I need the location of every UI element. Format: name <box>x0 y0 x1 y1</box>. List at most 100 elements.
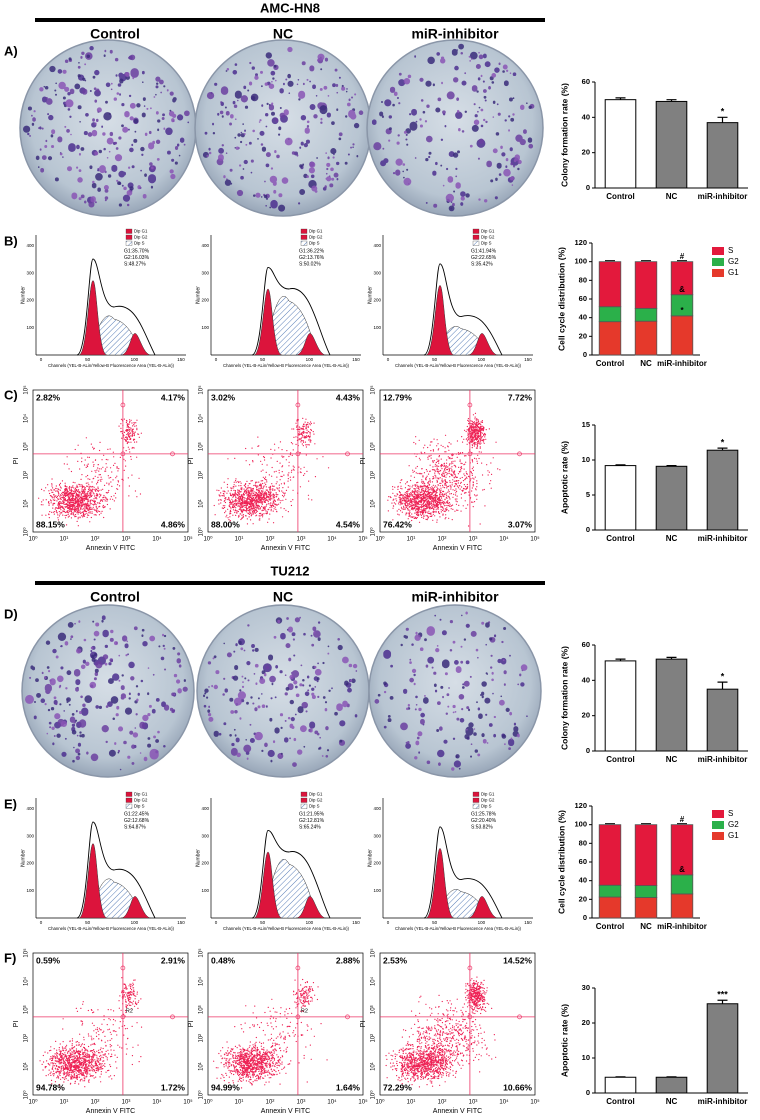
cycle-stat: G1:22.45% <box>124 811 150 817</box>
hist-tick-label: 100 <box>373 325 381 330</box>
x-tick-label: 10⁰ <box>375 1099 385 1106</box>
quadrant-percent: 76.42% <box>383 519 412 529</box>
y-tick-label: 100 <box>574 257 587 266</box>
hist-tick-label: 200 <box>26 861 34 866</box>
y-tick-label: 20 <box>582 711 590 720</box>
y-tick-label: 10³ <box>371 442 377 451</box>
bar-segment <box>670 261 694 296</box>
hist-legend-swatch <box>472 234 480 240</box>
y-tick-label: 60 <box>582 640 590 649</box>
bar <box>706 449 739 531</box>
y-tick-label: 10³ <box>199 1005 205 1014</box>
quadrant-percent: 1.72% <box>161 1082 186 1092</box>
cycle-stat: G2:22.65% <box>471 255 497 261</box>
y-tick-label: 0 <box>586 183 590 192</box>
x-tick-label: 10⁵ <box>530 536 540 543</box>
hist-x-label: Channels (YEL-B-ALin/Yellow-B Fluorescen… <box>223 363 350 368</box>
bar-segment <box>598 884 622 898</box>
legend-label: S <box>728 809 733 818</box>
significance: * <box>680 306 684 315</box>
hist-tick-label: 50 <box>260 357 266 362</box>
y-tick-label: 40 <box>582 112 590 121</box>
y-tick-label: 10¹ <box>24 1062 30 1071</box>
hist-legend-swatch <box>472 803 480 809</box>
colony <box>33 63 177 203</box>
y-tick-label: 60 <box>582 77 590 86</box>
bar-segment <box>634 897 658 919</box>
error-bar <box>615 97 626 100</box>
y-tick-label: 30 <box>582 983 590 992</box>
hist-tick-label: 0 <box>40 357 43 362</box>
y-axis-label: Cell cycle distribution (%) <box>556 247 566 351</box>
hist-tick-label: 0 <box>215 920 218 925</box>
cycle-stat: G2:12.81% <box>299 818 325 824</box>
y-tick-label: 0 <box>586 746 590 755</box>
y-axis-label: PI <box>360 458 367 465</box>
y-tick-label: 60 <box>579 294 587 303</box>
hist-x-label: Channels (YEL-B-ALin/Yellow-B Fluorescen… <box>395 363 522 368</box>
x-axis-label: Annexin V FITC <box>86 545 135 552</box>
x-tick-label: miR-inhibitor <box>698 534 748 543</box>
gate-handle <box>170 451 175 457</box>
bar <box>655 465 688 531</box>
error-bar <box>717 116 728 123</box>
significance: * <box>721 107 725 117</box>
y-tick-label: 10⁴ <box>370 413 377 423</box>
hist-tick-label: 200 <box>373 298 381 303</box>
hist-tick-label: 100 <box>306 920 314 925</box>
fit-curve <box>76 258 156 356</box>
hist-tick-label: 300 <box>373 270 381 275</box>
column-header: miR-inhibitor <box>411 589 499 605</box>
bar <box>604 1076 637 1094</box>
hist-tick-label: 50 <box>85 920 91 925</box>
gate-label: R2 <box>126 1008 133 1014</box>
hist-legend-swatch <box>300 234 308 240</box>
hist-legend-swatch <box>300 803 308 809</box>
x-tick-label: 10² <box>266 1100 275 1106</box>
error-bar <box>666 465 677 467</box>
quadrant-percent: 1.64% <box>336 1082 361 1092</box>
hist-tick-label: 150 <box>524 357 532 362</box>
quadrant-percent: 2.88% <box>336 955 361 965</box>
gate-handle <box>170 1014 175 1020</box>
hist-tick-label: 400 <box>26 806 34 811</box>
g1-peak <box>78 843 108 919</box>
hist-legend-swatch <box>300 240 308 246</box>
y-axis-label: Colony formation rate (%) <box>559 646 569 750</box>
x-tick-label: miR-inhibitor <box>657 359 707 368</box>
cycle-stat: S:48.27% <box>124 261 146 267</box>
culture-plate <box>194 39 372 217</box>
y-tick-label: 0 <box>586 1088 590 1097</box>
legend-swatch <box>712 810 724 818</box>
y-tick-label: 10³ <box>24 442 30 451</box>
colony <box>379 43 533 212</box>
error-bar <box>717 681 728 690</box>
x-tick-label: Control <box>606 1097 634 1106</box>
hist-tick-label: 0 <box>387 920 390 925</box>
x-tick-label: 10⁴ <box>327 536 337 543</box>
x-tick-label: 10⁵ <box>183 536 193 543</box>
hist-tick-label: 400 <box>373 243 381 248</box>
y-tick-label: 10⁴ <box>198 976 205 986</box>
error-bar <box>615 658 626 661</box>
legend-label: G1 <box>728 268 739 277</box>
cycle-stat: G2:16.03% <box>124 255 150 261</box>
panel-label: B) <box>4 233 18 248</box>
bar <box>655 100 688 189</box>
bar-segment <box>670 893 694 919</box>
x-tick-label: 10⁵ <box>358 1099 368 1106</box>
hist-y-label: Number <box>20 849 26 867</box>
quadrant-percent: 2.91% <box>161 955 186 965</box>
bar <box>604 465 637 531</box>
y-tick-label: 10⁵ <box>198 385 205 395</box>
hist-tick-label: 300 <box>26 270 34 275</box>
y-tick-label: 10² <box>199 471 205 480</box>
bar-segment <box>634 307 658 322</box>
quadrant-percent: 2.53% <box>383 955 408 965</box>
bar <box>706 688 739 752</box>
quadrant-percent: 94.78% <box>36 1082 65 1092</box>
x-tick-label: 10² <box>438 537 447 543</box>
x-tick-label: 10⁴ <box>152 1099 162 1106</box>
hist-tick-label: 400 <box>26 243 34 248</box>
